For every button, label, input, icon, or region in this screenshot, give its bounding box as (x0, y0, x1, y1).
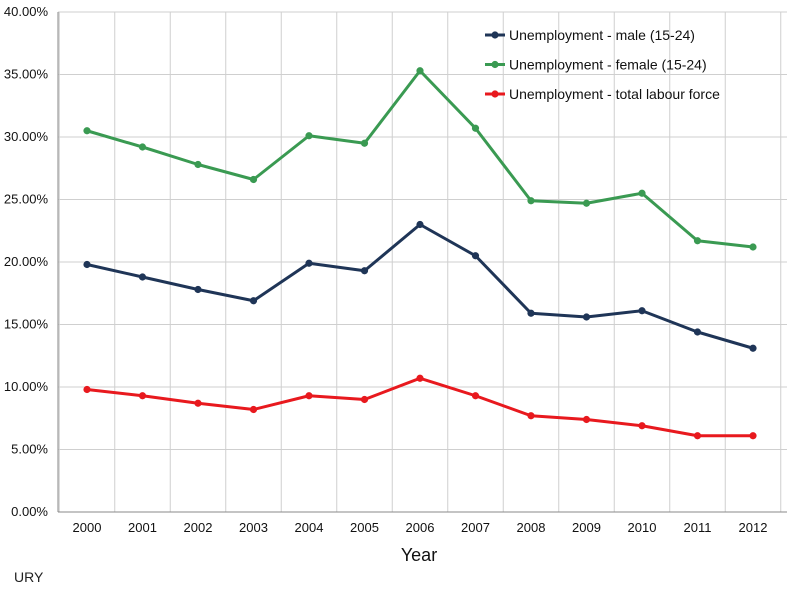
data-point (138, 392, 147, 400)
legend-label: Unemployment - male (15-24) (509, 27, 695, 43)
series-1 (83, 220, 757, 352)
x-axis-title: Year (401, 545, 437, 565)
x-tick-label: 2005 (350, 520, 379, 535)
data-point (305, 392, 313, 400)
data-point (194, 399, 202, 407)
legend: Unemployment - male (15-24) Unemployment … (485, 27, 720, 102)
data-point (360, 139, 369, 147)
x-tick-label: 2012 (739, 520, 768, 535)
data-point (249, 175, 258, 184)
y-tick-label: 40.00% (4, 4, 49, 19)
data-point (471, 252, 480, 260)
x-tick-label: 2009 (572, 520, 601, 535)
axes: 0.00% 5.00% 10.00% 15.00% 20.00% 25.00% 30.00%… (4, 4, 787, 535)
x-tick-label: 2006 (406, 520, 435, 535)
data-point (416, 67, 424, 75)
y-tick-label: 20.00% (4, 254, 49, 269)
data-point (749, 432, 757, 440)
x-tick-label: 2011 (684, 520, 712, 535)
data-point (693, 328, 702, 336)
y-tick-label: 5.00% (11, 442, 48, 457)
data-point (582, 199, 591, 207)
y-tick-label: 25.00% (4, 192, 49, 207)
legend-item: Unemployment - total labour force (485, 86, 720, 102)
data-point (416, 220, 424, 229)
data-point (138, 143, 147, 151)
data-point (360, 395, 369, 404)
data-point (749, 344, 757, 352)
data-point (471, 124, 480, 132)
data-point (749, 243, 757, 251)
data-point (249, 297, 258, 305)
x-tick-label: 2002 (184, 520, 213, 535)
data-point (527, 309, 535, 317)
y-tick-label: 35.00% (4, 67, 49, 82)
series-group (83, 67, 757, 440)
x-tick-label: 2008 (517, 520, 546, 535)
data-point (416, 374, 424, 382)
data-point (693, 432, 702, 440)
data-point (638, 189, 646, 197)
data-point (471, 392, 480, 400)
x-tick-label: 2007 (461, 520, 490, 535)
legend-swatch-marker (491, 60, 499, 69)
data-point (83, 260, 91, 269)
y-tick-label: 15.00% (4, 317, 49, 332)
footnote-country-code: URY (14, 569, 44, 585)
data-point (305, 259, 313, 267)
series-line (86, 223, 754, 350)
legend-label: Unemployment - female (15-24) (509, 57, 707, 73)
series-3 (83, 374, 757, 440)
x-tick-label: 2000 (73, 520, 102, 535)
data-point (527, 197, 535, 205)
data-point (83, 127, 91, 135)
series-2 (83, 67, 757, 251)
y-tick-label: 30.00% (4, 129, 49, 144)
data-point (83, 385, 91, 394)
data-point (638, 422, 646, 430)
y-tick-label: 0.00% (11, 504, 48, 519)
data-point (305, 132, 313, 140)
grid (58, 11, 787, 513)
data-point (194, 285, 202, 294)
data-point (582, 415, 591, 424)
legend-swatch-marker (491, 31, 499, 39)
legend-item: Unemployment - male (15-24) (485, 27, 695, 43)
data-point (194, 160, 202, 169)
x-tick-label: 2001 (128, 520, 157, 535)
legend-label: Unemployment - total labour force (509, 86, 720, 102)
data-point (638, 307, 646, 315)
x-tick-label: 2010 (628, 520, 657, 535)
legend-item: Unemployment - female (15-24) (485, 57, 707, 73)
data-point (693, 237, 702, 245)
data-point (527, 412, 535, 420)
data-point (582, 313, 591, 321)
data-point (138, 273, 147, 281)
legend-swatch-marker (491, 90, 499, 98)
data-point (360, 267, 369, 275)
x-tick-label: 2003 (239, 520, 268, 535)
y-tick-label: 10.00% (4, 379, 49, 394)
data-point (249, 405, 258, 414)
x-tick-label: 2004 (295, 520, 324, 535)
